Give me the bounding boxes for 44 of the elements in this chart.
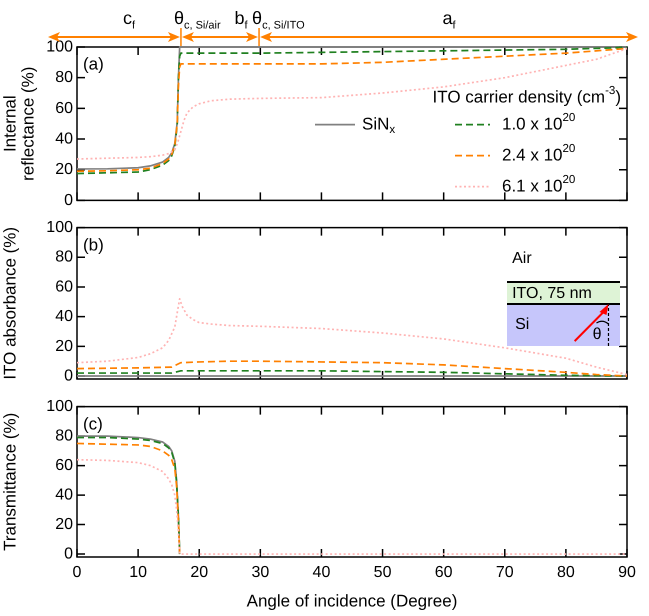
annotation: (a): [83, 54, 104, 74]
x-tick-label: 20: [190, 564, 208, 582]
annotation: ITO, 75 nm: [512, 285, 592, 302]
y-tick-label: 0: [64, 192, 74, 209]
y-tick-label: 60: [55, 100, 74, 117]
x-tick-label: 30: [251, 564, 270, 582]
x-tick-label: 80: [556, 564, 575, 582]
y-tick-label: 80: [55, 69, 74, 86]
y-tick-label: 40: [55, 130, 74, 148]
x-tick-label: 40: [312, 564, 330, 582]
x-tick-label: 60: [434, 564, 453, 582]
y-tick-label: 0: [64, 545, 74, 562]
x-axis-title: Angle of incidence (Degree): [246, 591, 458, 610]
y-axis-title: ITO absorbance (%): [0, 226, 20, 380]
text: θ$_{c, Si/ITO}$: [252, 8, 305, 32]
text: a$_{f}$: [442, 8, 456, 32]
y-tick-label: 100: [46, 219, 74, 236]
y-tick-label: 60: [55, 278, 74, 296]
y-tick-label: 40: [55, 486, 74, 504]
y-tick-label: 0: [64, 367, 74, 384]
text: b$_{f}$: [234, 8, 248, 32]
y-tick-label: 60: [55, 456, 74, 474]
x-tick-label: 70: [496, 564, 514, 582]
x-tick-label: 10: [129, 564, 148, 582]
y-tick-label: 80: [55, 427, 74, 444]
x-tick-label: 50: [374, 564, 392, 582]
y-tick-label: 100: [46, 38, 74, 56]
y-axis-title: Internal reflectance (%): [0, 66, 38, 181]
annotation: Si: [515, 316, 530, 333]
text: c$_{f}$: [122, 8, 136, 32]
line-series: [76, 360, 628, 377]
y-tick-label: 100: [46, 398, 74, 416]
text: θ$_{c, Si/air}$: [174, 8, 221, 32]
y-axis-title: Transmittance (%): [0, 412, 20, 551]
y-tick-label: 20: [55, 516, 74, 533]
annotation: (c): [83, 414, 103, 434]
y-tick-label: 20: [55, 161, 74, 178]
annotation: θ: [592, 326, 602, 344]
y-tick-label: 20: [55, 338, 74, 355]
y-tick-label: 40: [55, 308, 74, 326]
annotation: Air: [512, 250, 532, 268]
x-tick-label: 90: [618, 564, 636, 582]
y-tick-label: 80: [55, 248, 74, 266]
annotation: (b): [83, 235, 104, 254]
